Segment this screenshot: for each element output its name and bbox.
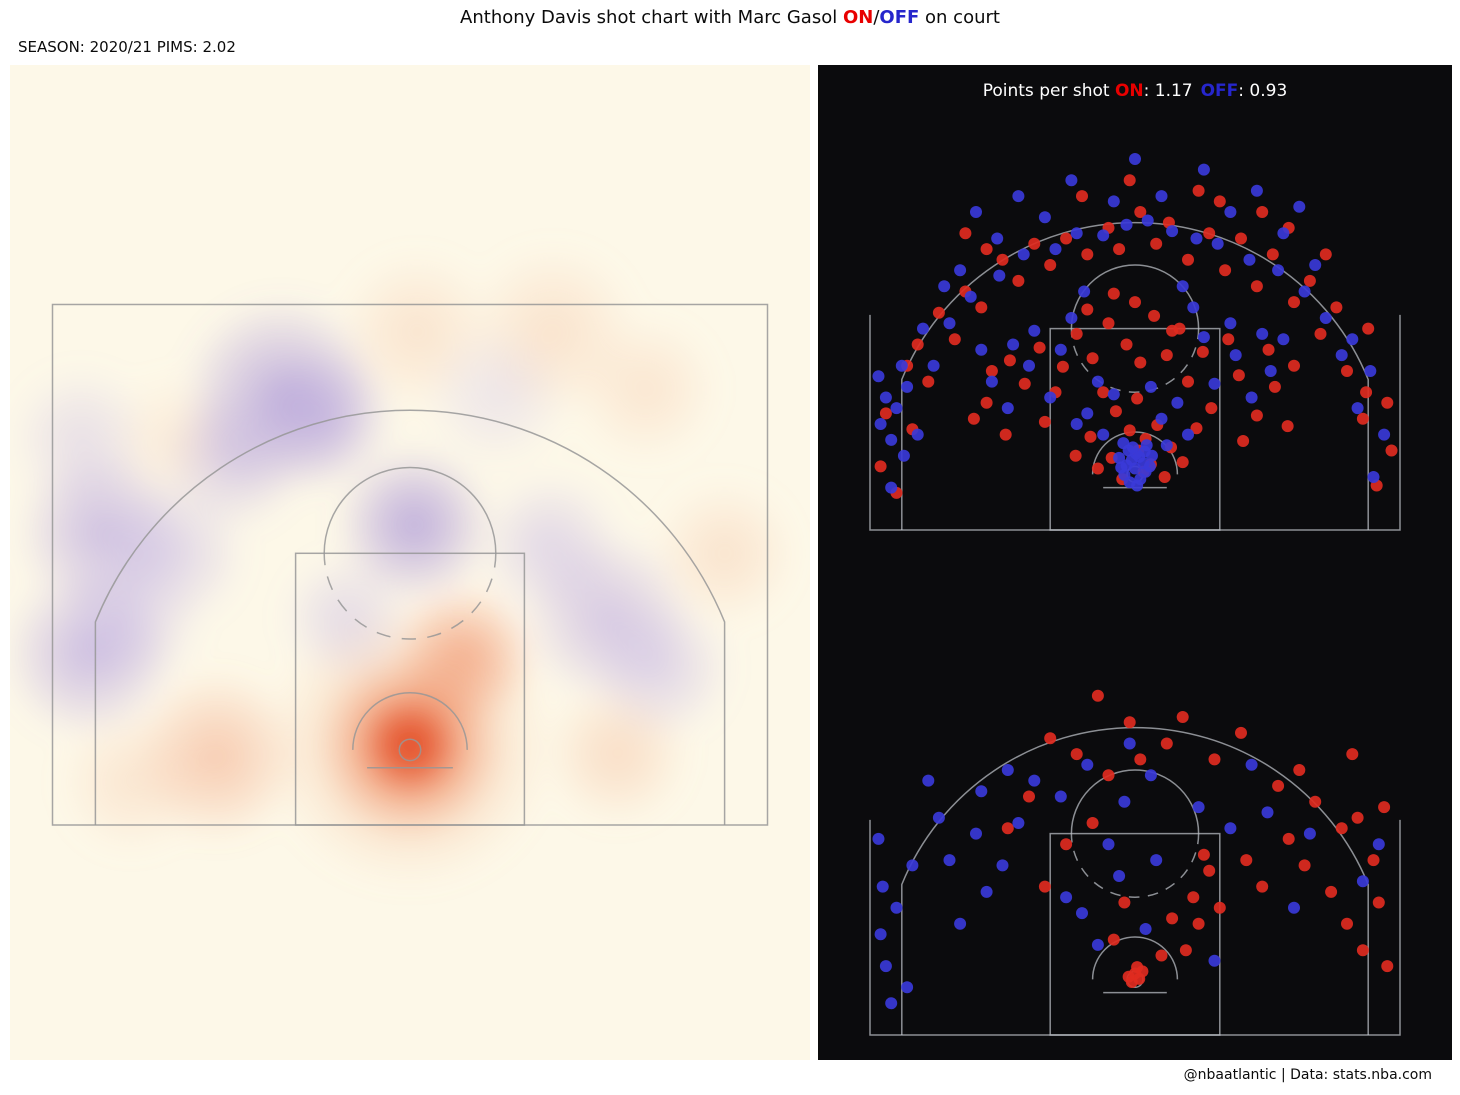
pps-off-label: OFF [1200, 81, 1239, 101]
points-per-shot-label: Points per shot ON: 1.17 OFF: 0.93 [818, 81, 1452, 101]
title-slash: / [873, 7, 880, 28]
title-prefix: Anthony Davis shot chart with Marc Gasol [460, 7, 843, 28]
title-suffix: on court [919, 7, 1000, 28]
season-pims-label: SEASON: 2020/21 PIMS: 2.02 [18, 38, 236, 56]
pps-off-value: : 0.93 [1238, 81, 1288, 101]
secondary-scatter-chart [869, 689, 1401, 1036]
pps-prefix: Points per shot [982, 81, 1115, 101]
chart-title: Anthony Davis shot chart with Marc Gasol… [0, 7, 1460, 28]
pps-on-label: ON [1114, 81, 1144, 101]
title-off-label: OFF [879, 7, 920, 28]
heatmap-panel [10, 65, 810, 1060]
pps-scatter-chart [869, 153, 1401, 531]
title-on-label: ON [842, 7, 874, 28]
pps-on-value: : 1.17 [1143, 81, 1193, 101]
credit-label: @nbaatlantic | Data: stats.nba.com [1183, 1067, 1432, 1083]
shot-density-heatmap [10, 65, 810, 1060]
scatter-panel: Points per shot ON: 1.17 OFF: 0.93 [818, 65, 1452, 1060]
